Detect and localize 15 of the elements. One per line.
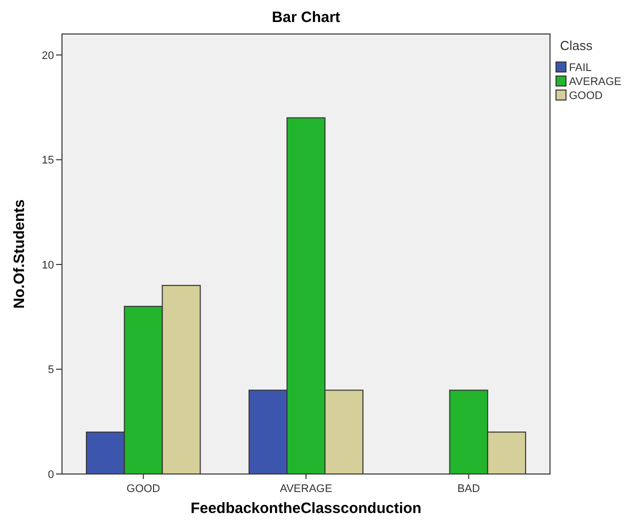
y-tick-label: 15	[42, 154, 54, 167]
y-tick-label: 0	[48, 468, 54, 481]
x-tick-label: GOOD	[126, 483, 160, 495]
legend-label: FAIL	[569, 62, 592, 74]
y-tick-label: 5	[48, 364, 54, 376]
y-axis-title: No.Of.Students	[11, 199, 28, 309]
y-tick-label: 10	[42, 259, 54, 272]
x-tick-label: BAD	[457, 483, 480, 495]
legend-label: AVERAGE	[569, 76, 622, 88]
chart-title: Bar Chart	[272, 9, 340, 26]
legend-title: Class	[560, 38, 594, 53]
x-axis-title: FeedbackontheClassconduction	[190, 500, 422, 517]
x-tick-label: AVERAGE	[280, 483, 332, 495]
legend-label: GOOD	[569, 90, 603, 102]
y-tick-label: 20	[42, 50, 54, 62]
